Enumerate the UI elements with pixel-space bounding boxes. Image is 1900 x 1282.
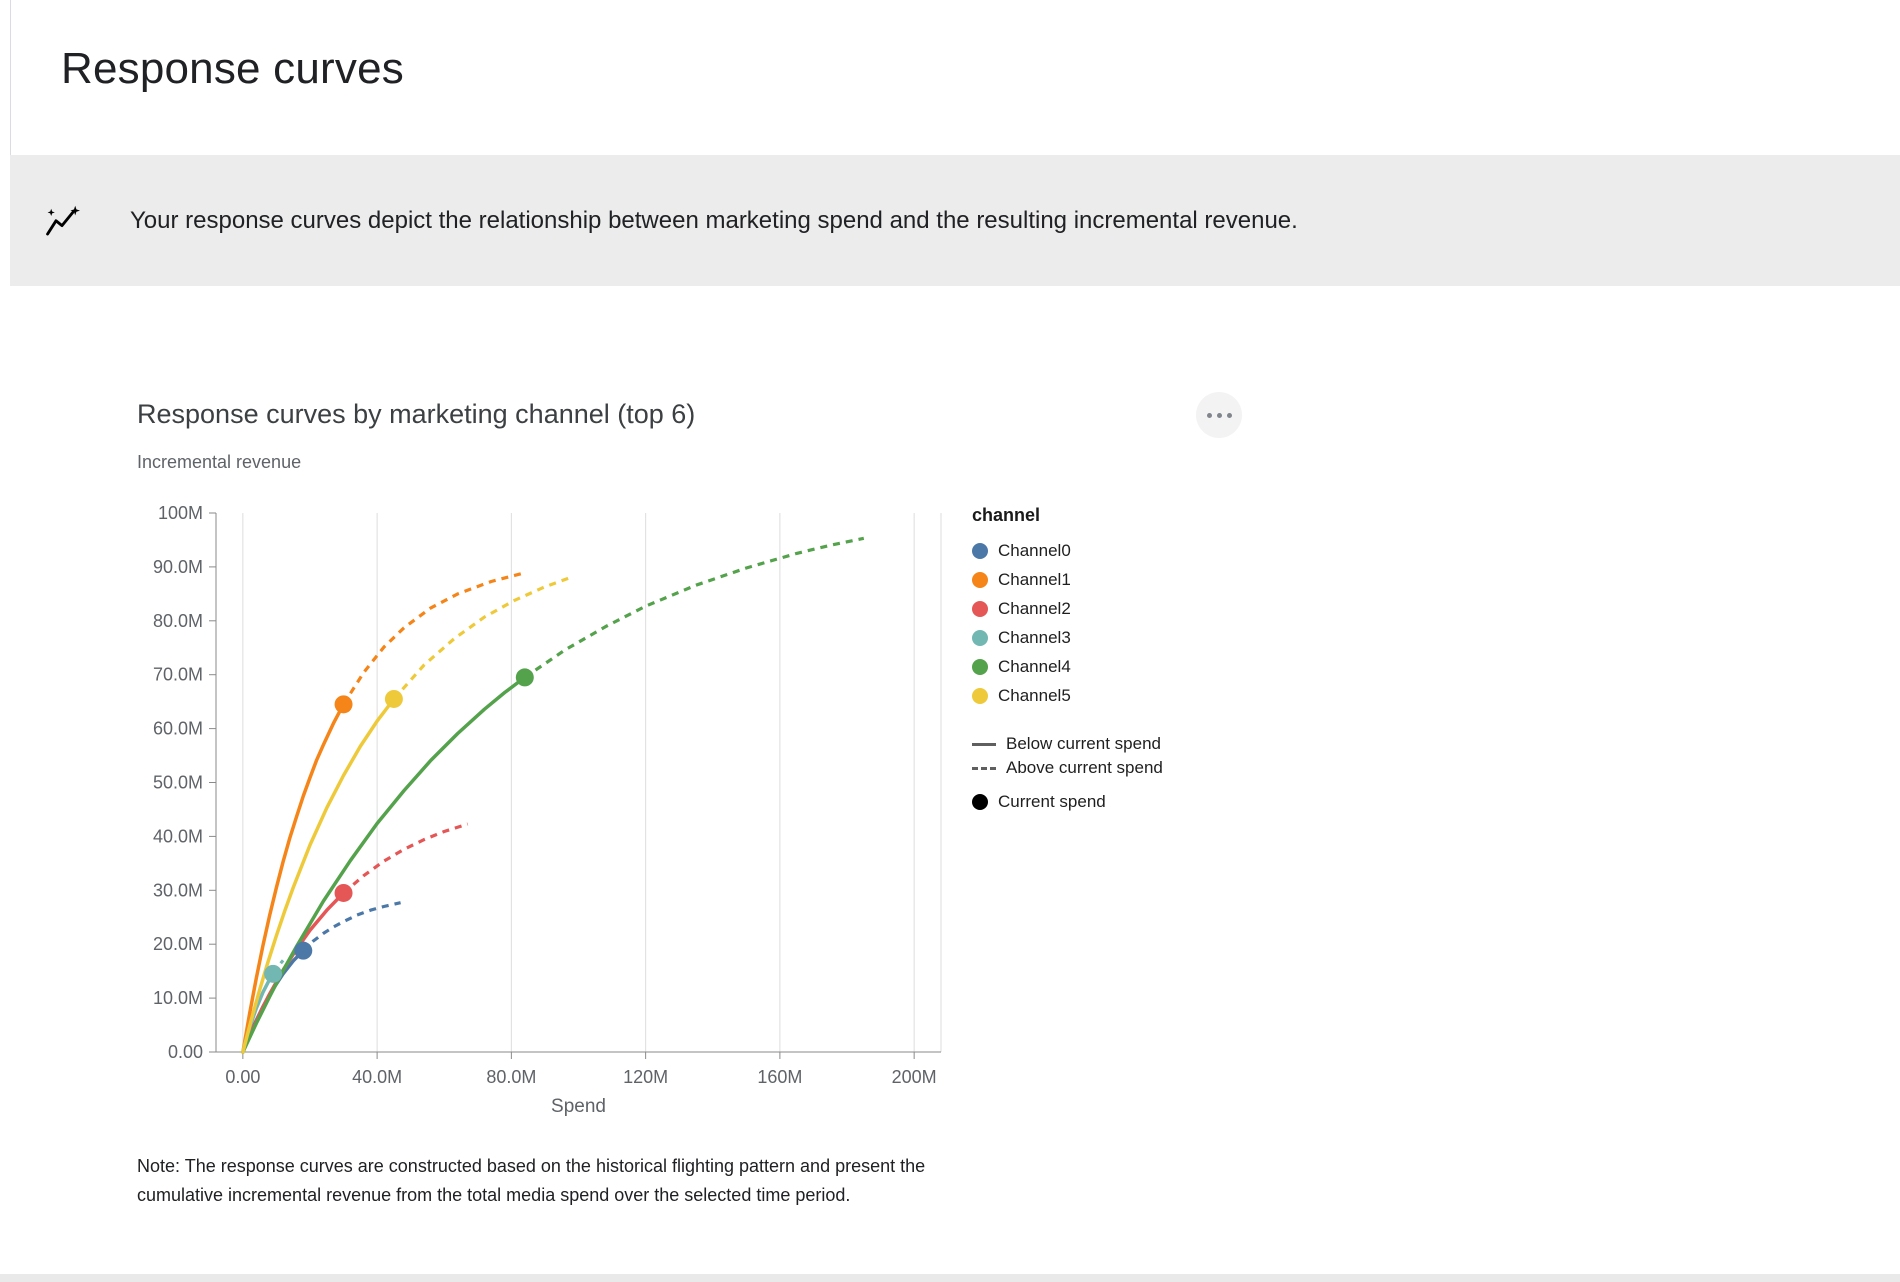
curve-above-channel4 [523, 536, 865, 679]
legend-item-channel0: Channel0 [972, 536, 1232, 565]
current-spend-dot-channel2 [334, 883, 353, 902]
dashed-line-icon [972, 766, 996, 770]
legend-item-solid: Below current spend [972, 732, 1232, 756]
page-left-border [10, 0, 11, 155]
y-tick-label: 10.0M [153, 988, 203, 1008]
y-tick-label: 100M [158, 503, 203, 523]
legend-color-dot [972, 542, 988, 559]
response-curves-chart: 0.00 10.0M 20.0M 30.0M 40.0M 50.0M 60.0M 70.0M 8… [153, 503, 942, 1117]
legend-item-label: Channel1 [998, 569, 1071, 589]
y-tick-label: 60.0M [153, 719, 203, 739]
current-spend-dot-channel4 [515, 668, 534, 687]
chart-title: Response curves by marketing channel (to… [137, 399, 696, 429]
legend-item-label: Channel0 [998, 540, 1071, 560]
legend-item-label: Channel5 [998, 685, 1071, 705]
legend-item-dot: Current spend [972, 790, 1232, 814]
current-spend-dot-channel5 [384, 689, 403, 708]
x-tick-label: 40.0M [352, 1067, 402, 1087]
x-tick-label: 160M [757, 1067, 802, 1087]
legend-item-label: Channel4 [998, 656, 1071, 676]
y-tick-label: 20.0M [153, 934, 203, 954]
curve-below-channel5 [241, 697, 396, 1054]
legend-item-channel5: Channel5 [972, 681, 1232, 710]
legend-color-dot [972, 687, 988, 704]
legend-title: channel [972, 505, 1041, 525]
more-options-icon [1206, 412, 1212, 418]
current-spend-dot-icon [972, 794, 988, 810]
current-spend-dot-channel1 [334, 695, 353, 714]
legend-color-dot [972, 629, 988, 646]
y-tick-label: 30.0M [153, 880, 203, 900]
legend-item-label: Above current spend [1006, 758, 1163, 777]
y-tick-label: 0.00 [168, 1042, 203, 1062]
chart-legend: channel Channel0 Channel1 Channel2 Channel3… [972, 505, 1232, 814]
info-banner: Your response curves depict the relation… [10, 155, 1900, 286]
y-tick-label: 90.0M [153, 557, 203, 577]
curve-below-channel1 [241, 702, 346, 1054]
x-tick-label: 80.0M [486, 1067, 536, 1087]
curve-above-channel5 [392, 575, 573, 701]
page-title: Response curves [61, 44, 404, 93]
banner-text: Your response curves depict the relation… [130, 207, 1298, 234]
curve-below-channel4 [241, 675, 527, 1054]
x-axis-title: Spend [551, 1096, 606, 1117]
legend-item-channel3: Channel3 [972, 623, 1232, 652]
legend-color-dot [972, 600, 988, 617]
next-section-edge [0, 1274, 1900, 1282]
legend-item-dashed: Above current spend [972, 756, 1232, 780]
chart-note: Note: The response curves are constructe… [137, 1156, 926, 1205]
curve-above-channel1 [342, 571, 526, 706]
curve-above-channel0 [302, 901, 401, 952]
legend-linestyle-list: Below current spend Above current spend Cu… [972, 732, 1232, 814]
x-tick-label: 120M [623, 1067, 668, 1087]
legend-color-dot [972, 571, 988, 588]
current-spend-dot-channel3 [264, 964, 283, 983]
y-tick-label: 70.0M [153, 665, 203, 685]
legend-color-dot [972, 658, 988, 675]
chart-more-options-button[interactable] [1196, 392, 1242, 438]
x-tick-label: 0.00 [225, 1067, 260, 1087]
solid-line-icon [972, 742, 996, 746]
y-tick-label: 80.0M [153, 611, 203, 631]
x-tick-label: 200M [892, 1067, 937, 1087]
y-axis-title: Incremental revenue [137, 452, 302, 472]
legend-channel-list: Channel0 Channel1 Channel2 Channel3 Channel4… [972, 536, 1232, 710]
curve-above-channel2 [342, 822, 469, 895]
legend-item-label: Current spend [998, 792, 1106, 811]
insights-sparkline-icon [44, 204, 80, 240]
y-tick-label: 40.0M [153, 826, 203, 846]
legend-item-channel2: Channel2 [972, 594, 1232, 623]
current-spend-dot-channel0 [294, 941, 313, 960]
legend-item-label: Channel2 [998, 598, 1071, 618]
y-tick-label: 50.0M [153, 773, 203, 793]
legend-item-label: Below current spend [1006, 734, 1161, 753]
legend-item-channel1: Channel1 [972, 565, 1232, 594]
legend-item-channel4: Channel4 [972, 652, 1232, 681]
legend-item-label: Channel3 [998, 627, 1071, 647]
